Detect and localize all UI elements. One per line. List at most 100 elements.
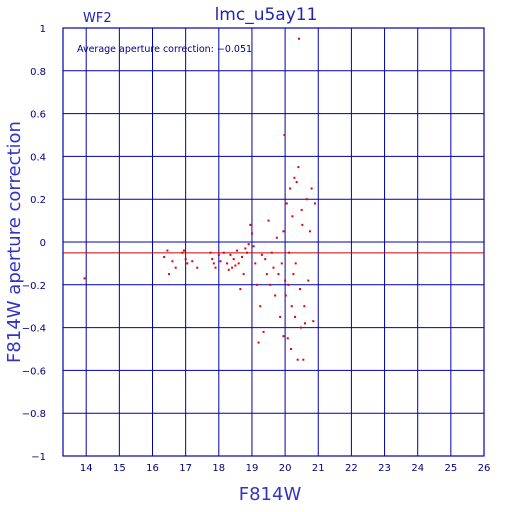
data-point: [300, 208, 303, 211]
data-point: [232, 258, 235, 261]
data-point: [312, 320, 315, 323]
data-point: [277, 273, 280, 276]
data-point: [209, 251, 212, 254]
data-point: [247, 243, 250, 246]
x-tick-label: 20: [279, 463, 292, 474]
data-point: [234, 264, 237, 267]
y-tick-label: 0: [40, 238, 46, 249]
data-point: [242, 273, 245, 276]
y-tick-label: 0.8: [30, 67, 46, 78]
y-tick-label: −0.4: [22, 324, 46, 335]
y-axis-label: F814W aperture correction: [4, 121, 25, 363]
data-point: [249, 223, 252, 226]
y-tick-label: 1: [40, 24, 46, 35]
y-tick-label: −0.2: [22, 281, 46, 292]
data-point: [303, 322, 306, 325]
data-point: [296, 358, 299, 361]
data-point: [245, 251, 248, 254]
y-tick-label: −0.8: [22, 409, 46, 420]
data-point: [182, 249, 185, 252]
data-point: [231, 266, 234, 269]
tick-labels: 14 15 16 17 18 19 20 21 22 23 24 25 26 −1 −0.8 −0.6 −0.4…: [22, 24, 491, 474]
data-point: [229, 253, 232, 256]
data-point: [284, 279, 287, 282]
data-point: [292, 273, 295, 276]
data-point: [222, 251, 225, 254]
data-point: [310, 187, 313, 190]
data-point: [260, 253, 263, 256]
data-point: [313, 202, 316, 205]
y-tick-label: −1: [31, 452, 46, 463]
data-point: [282, 230, 285, 233]
data-point: [244, 247, 247, 250]
data-point: [298, 37, 301, 40]
x-tick-label: 17: [179, 463, 192, 474]
data-point: [184, 258, 187, 261]
data-point: [168, 273, 171, 276]
data-point: [226, 262, 229, 265]
data-point: [264, 258, 267, 261]
data-point: [305, 198, 308, 201]
data-point: [214, 266, 217, 269]
data-point: [262, 330, 265, 333]
data-point: [270, 251, 273, 254]
data-point: [302, 358, 305, 361]
data-point: [286, 337, 289, 340]
data-point: [255, 283, 258, 286]
x-tick-label: 26: [478, 463, 491, 474]
data-point: [301, 223, 304, 226]
data-point: [285, 202, 288, 205]
data-point: [186, 262, 189, 265]
data-point: [279, 315, 282, 318]
data-point: [257, 341, 260, 344]
data-point: [191, 260, 194, 263]
data-point: [163, 255, 166, 258]
data-point: [217, 253, 220, 256]
chip-label: WF2: [83, 11, 112, 26]
x-tick-label: 24: [411, 463, 424, 474]
data-point: [282, 335, 285, 338]
x-tick-label: 21: [312, 463, 325, 474]
data-point: [269, 283, 272, 286]
data-point: [300, 326, 303, 329]
data-point: [239, 288, 242, 291]
data-point: [212, 262, 215, 265]
data-point: [166, 249, 169, 252]
data-point: [303, 305, 306, 308]
plot-frame: [62, 27, 485, 457]
data-point: [294, 262, 297, 265]
data-point: [289, 187, 292, 190]
x-tick-label: 16: [146, 463, 159, 474]
data-point: [290, 305, 293, 308]
x-tick-label: 22: [345, 463, 358, 474]
chart-title: lmc_u5ay11: [215, 5, 318, 25]
data-point: [267, 219, 270, 222]
data-point: [283, 134, 286, 136]
data-point: [299, 288, 302, 291]
y-tick-label: −0.6: [22, 366, 46, 377]
x-tick-label: 25: [444, 463, 457, 474]
data-point: [295, 181, 298, 184]
data-point: [227, 268, 230, 271]
data-point: [254, 262, 257, 265]
data-point: [275, 236, 278, 239]
data-point: [294, 315, 297, 318]
average-annotation: Average aperture correction: −0.051: [77, 44, 252, 55]
data-point: [280, 262, 283, 265]
data-point: [308, 230, 311, 233]
x-tick-label: 15: [113, 463, 126, 474]
data-points: [83, 37, 316, 361]
data-point: [293, 176, 296, 179]
data-point: [236, 249, 239, 252]
data-point: [237, 262, 240, 265]
y-tick-label: 0.6: [30, 110, 46, 121]
data-point: [290, 348, 293, 350]
data-point: [196, 266, 199, 269]
data-point: [171, 260, 174, 263]
data-point: [274, 294, 277, 297]
data-point: [265, 273, 268, 276]
x-tick-label: 18: [212, 463, 225, 474]
data-point: [252, 245, 255, 248]
